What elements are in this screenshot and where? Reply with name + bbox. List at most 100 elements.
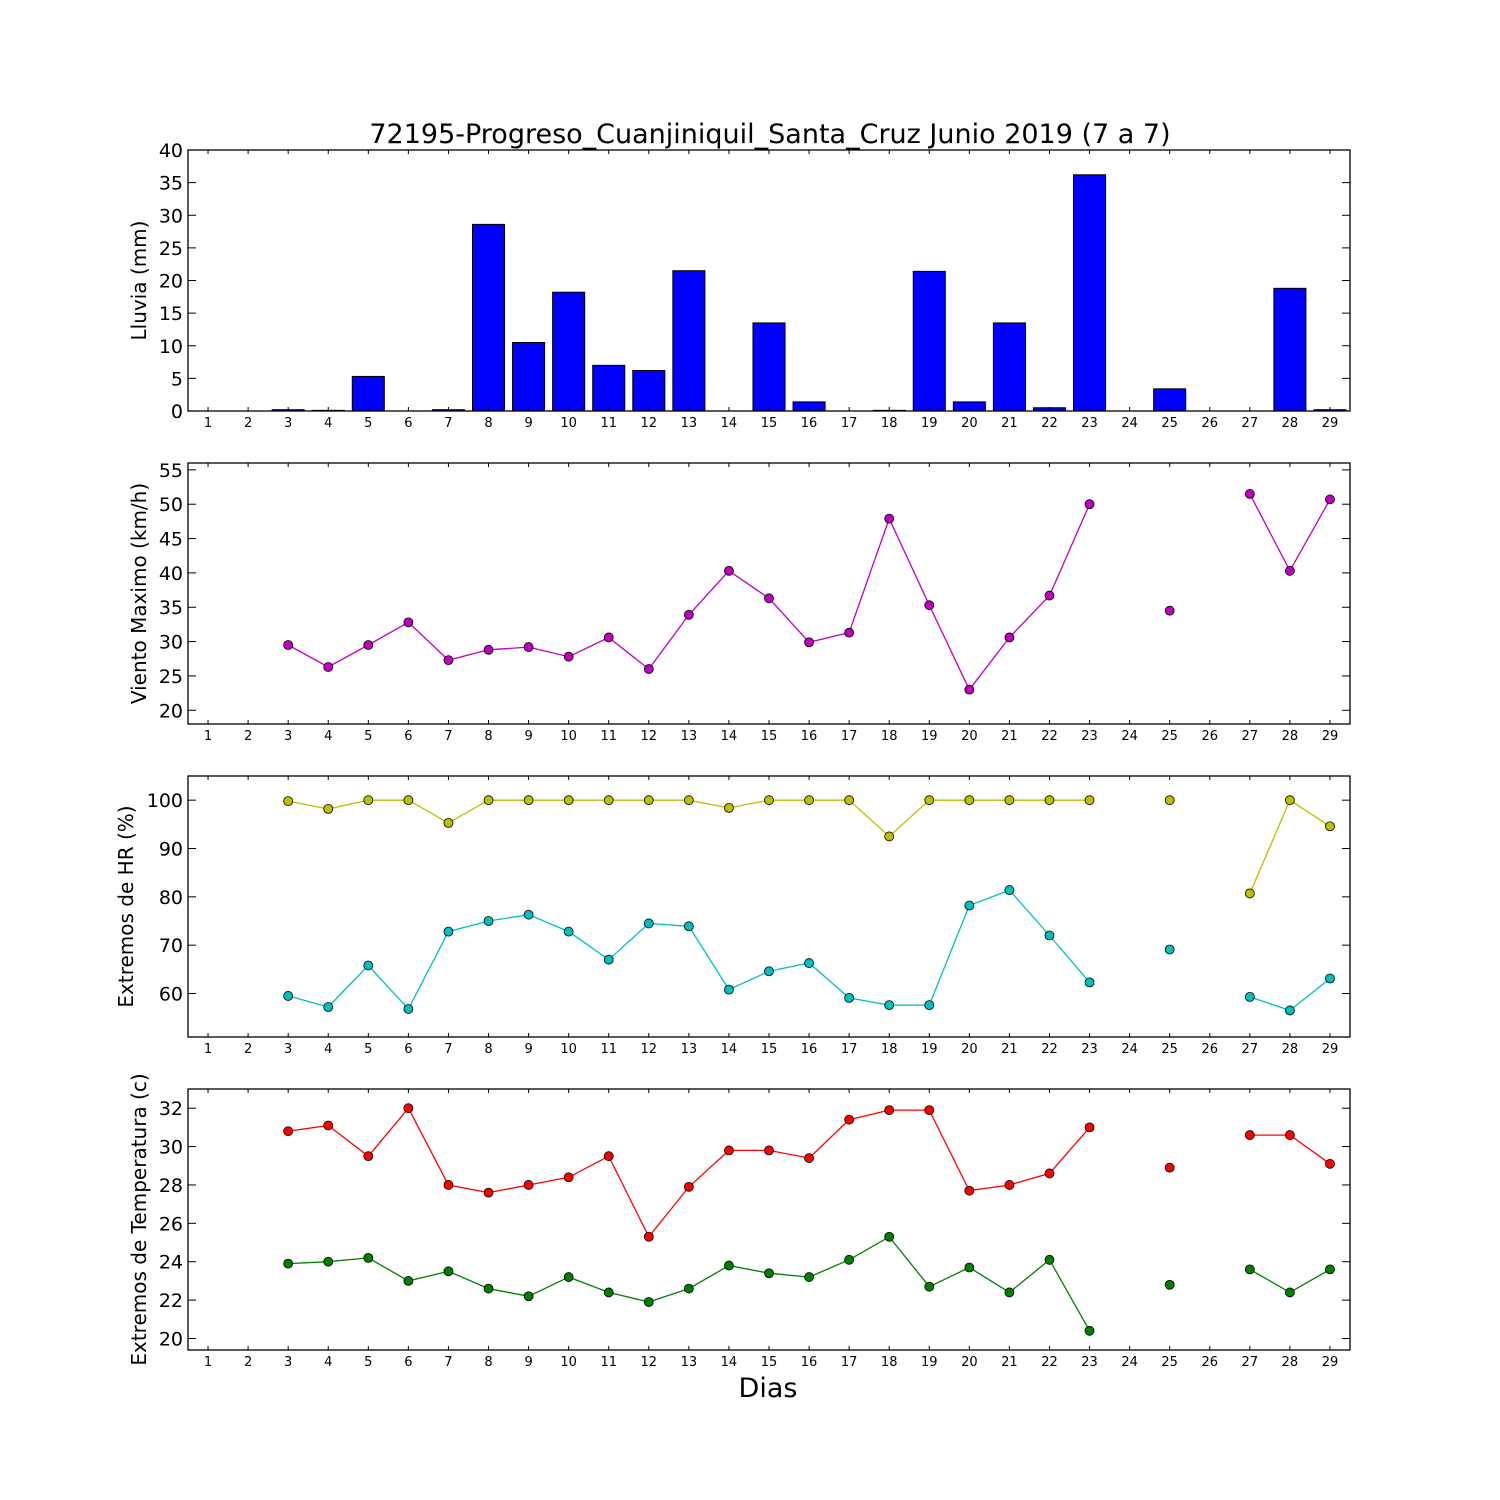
x-tick-label-lluvia-4: 4 xyxy=(324,416,332,431)
point-temperatura-series-2-day-4 xyxy=(323,1256,334,1267)
point-viento-series-1-day-20 xyxy=(964,684,975,695)
x-tick-label-viento-11: 11 xyxy=(600,729,617,744)
x-tick-label-temperatura-29: 29 xyxy=(1322,1355,1339,1370)
point-hr-series-1-day-25 xyxy=(1164,795,1175,806)
y-tick-label-hr-90: 90 xyxy=(159,839,183,861)
point-viento-series-1-day-28 xyxy=(1284,565,1295,576)
x-tick-label-viento-1: 1 xyxy=(204,729,212,744)
x-tick-label-temperatura-5: 5 xyxy=(364,1355,372,1370)
x-tick-label-hr-13: 13 xyxy=(681,1042,698,1057)
point-temperatura-series-1-day-9 xyxy=(523,1180,534,1190)
x-tick-label-temperatura-20: 20 xyxy=(961,1355,978,1370)
point-temperatura-series-2-day-15 xyxy=(764,1268,774,1279)
point-temperatura-series-1-day-27 xyxy=(1244,1130,1255,1140)
x-tick-label-temperatura-19: 19 xyxy=(921,1355,938,1370)
y-tick-label-lluvia-25: 25 xyxy=(159,238,183,260)
x-tick-label-hr-29: 29 xyxy=(1322,1042,1339,1057)
y-tick-label-lluvia-40: 40 xyxy=(159,140,183,162)
point-hr-series-2-day-5 xyxy=(363,960,374,971)
point-hr-series-2-day-28 xyxy=(1284,1005,1295,1016)
x-axis-label: Dias xyxy=(739,1373,798,1404)
point-hr-series-2-day-8 xyxy=(483,916,494,926)
x-tick-label-hr-19: 19 xyxy=(921,1042,938,1057)
x-tick-label-hr-5: 5 xyxy=(364,1042,372,1057)
point-temperatura-series-1-day-29 xyxy=(1325,1158,1335,1169)
x-tick-label-viento-4: 4 xyxy=(324,729,332,744)
x-tick-label-temperatura-22: 22 xyxy=(1041,1355,1058,1370)
point-viento-series-1-day-16 xyxy=(804,637,814,648)
point-hr-series-2-day-15 xyxy=(764,966,774,977)
point-temperatura-series-2-day-27 xyxy=(1244,1264,1255,1275)
x-tick-label-viento-6: 6 xyxy=(404,729,412,744)
x-tick-label-lluvia-13: 13 xyxy=(681,416,698,431)
point-temperatura-series-1-day-15 xyxy=(764,1145,774,1156)
bar-lluvia-day-9 xyxy=(512,341,546,412)
point-hr-series-2-day-25 xyxy=(1164,944,1175,955)
x-tick-label-viento-9: 9 xyxy=(524,729,532,744)
x-tick-label-viento-13: 13 xyxy=(681,729,698,744)
point-temperatura-series-1-day-5 xyxy=(363,1151,374,1162)
x-tick-label-viento-3: 3 xyxy=(284,729,292,744)
y-tick-label-viento-50: 50 xyxy=(159,494,183,516)
point-hr-series-2-day-4 xyxy=(323,1002,334,1012)
x-tick-label-lluvia-12: 12 xyxy=(641,416,658,431)
point-temperatura-series-2-day-8 xyxy=(483,1283,494,1294)
point-hr-series-2-day-3 xyxy=(283,991,294,1001)
x-tick-label-temperatura-11: 11 xyxy=(600,1355,617,1370)
panel-temperatura: 1 2 3 4 5 6 7 8 9 10 11 12 13 14 15 16 17 18 19 20 21 22 23 24 2… xyxy=(127,1073,1351,1370)
x-tick-label-temperatura-3: 3 xyxy=(284,1355,292,1370)
x-tick-label-lluvia-14: 14 xyxy=(721,416,738,431)
point-viento-series-1-day-10 xyxy=(563,651,574,662)
y-tick-label-hr-60: 60 xyxy=(159,984,183,1006)
x-tick-label-viento-20: 20 xyxy=(961,729,978,744)
point-temperatura-series-1-day-18 xyxy=(884,1105,895,1116)
x-tick-label-hr-2: 2 xyxy=(244,1042,252,1057)
x-tick-label-lluvia-29: 29 xyxy=(1322,416,1339,431)
x-tick-label-hr-20: 20 xyxy=(961,1042,978,1057)
x-tick-label-hr-15: 15 xyxy=(761,1042,778,1057)
point-temperatura-series-2-day-25 xyxy=(1164,1279,1175,1290)
x-tick-label-lluvia-22: 22 xyxy=(1041,416,1058,431)
point-hr-series-1-day-13 xyxy=(683,795,694,806)
bar-lluvia-day-5 xyxy=(351,375,385,412)
bar-lluvia-day-8 xyxy=(471,223,506,412)
x-tick-label-temperatura-17: 17 xyxy=(841,1355,858,1370)
x-tick-label-viento-23: 23 xyxy=(1081,729,1098,744)
point-viento-series-1-day-8 xyxy=(483,644,494,655)
point-viento-series-1-day-3 xyxy=(283,640,294,650)
x-tick-label-viento-29: 29 xyxy=(1322,729,1339,744)
chart-panels: 1 2 3 4 5 6 7 8 9 10 11 12 13 14 15 16 17 18 19 20 21 22 23 24 2… xyxy=(114,140,1351,1370)
x-tick-label-hr-27: 27 xyxy=(1242,1042,1259,1057)
x-tick-label-temperatura-9: 9 xyxy=(524,1355,532,1370)
point-hr-series-2-day-11 xyxy=(603,954,614,965)
x-tick-label-temperatura-10: 10 xyxy=(560,1355,577,1370)
x-tick-label-viento-25: 25 xyxy=(1161,729,1178,744)
point-hr-series-1-day-12 xyxy=(643,795,654,806)
x-tick-label-temperatura-26: 26 xyxy=(1201,1355,1218,1370)
x-tick-label-hr-8: 8 xyxy=(484,1042,492,1057)
x-tick-label-hr-11: 11 xyxy=(600,1042,617,1057)
x-tick-label-lluvia-16: 16 xyxy=(801,416,818,431)
x-tick-label-viento-14: 14 xyxy=(721,729,738,744)
x-tick-label-temperatura-7: 7 xyxy=(444,1355,452,1370)
x-tick-label-viento-12: 12 xyxy=(641,729,658,744)
x-tick-label-temperatura-28: 28 xyxy=(1282,1355,1299,1370)
y-tick-label-temperatura-22: 22 xyxy=(159,1290,183,1312)
x-tick-label-lluvia-25: 25 xyxy=(1161,416,1178,431)
y-tick-label-temperatura-20: 20 xyxy=(159,1328,183,1350)
point-hr-series-2-day-19 xyxy=(924,1000,935,1010)
point-hr-series-1-day-15 xyxy=(764,795,774,806)
point-hr-series-2-day-14 xyxy=(724,984,734,995)
x-tick-label-hr-7: 7 xyxy=(444,1042,452,1057)
x-tick-label-hr-18: 18 xyxy=(881,1042,898,1057)
x-tick-label-lluvia-19: 19 xyxy=(921,416,938,431)
point-viento-series-1-day-21 xyxy=(1004,632,1015,643)
point-temperatura-series-1-day-21 xyxy=(1004,1180,1015,1190)
panel-lluvia: 1 2 3 4 5 6 7 8 9 10 11 12 13 14 15 16 17 18 19 20 21 22 23 24 2… xyxy=(127,140,1351,431)
y-tick-label-hr-100: 100 xyxy=(147,790,183,812)
point-viento-series-1-day-12 xyxy=(643,664,654,674)
point-viento-series-1-day-27 xyxy=(1244,489,1255,499)
x-tick-label-temperatura-23: 23 xyxy=(1081,1355,1098,1370)
x-tick-label-lluvia-7: 7 xyxy=(444,416,452,431)
point-viento-series-1-day-22 xyxy=(1044,590,1055,601)
